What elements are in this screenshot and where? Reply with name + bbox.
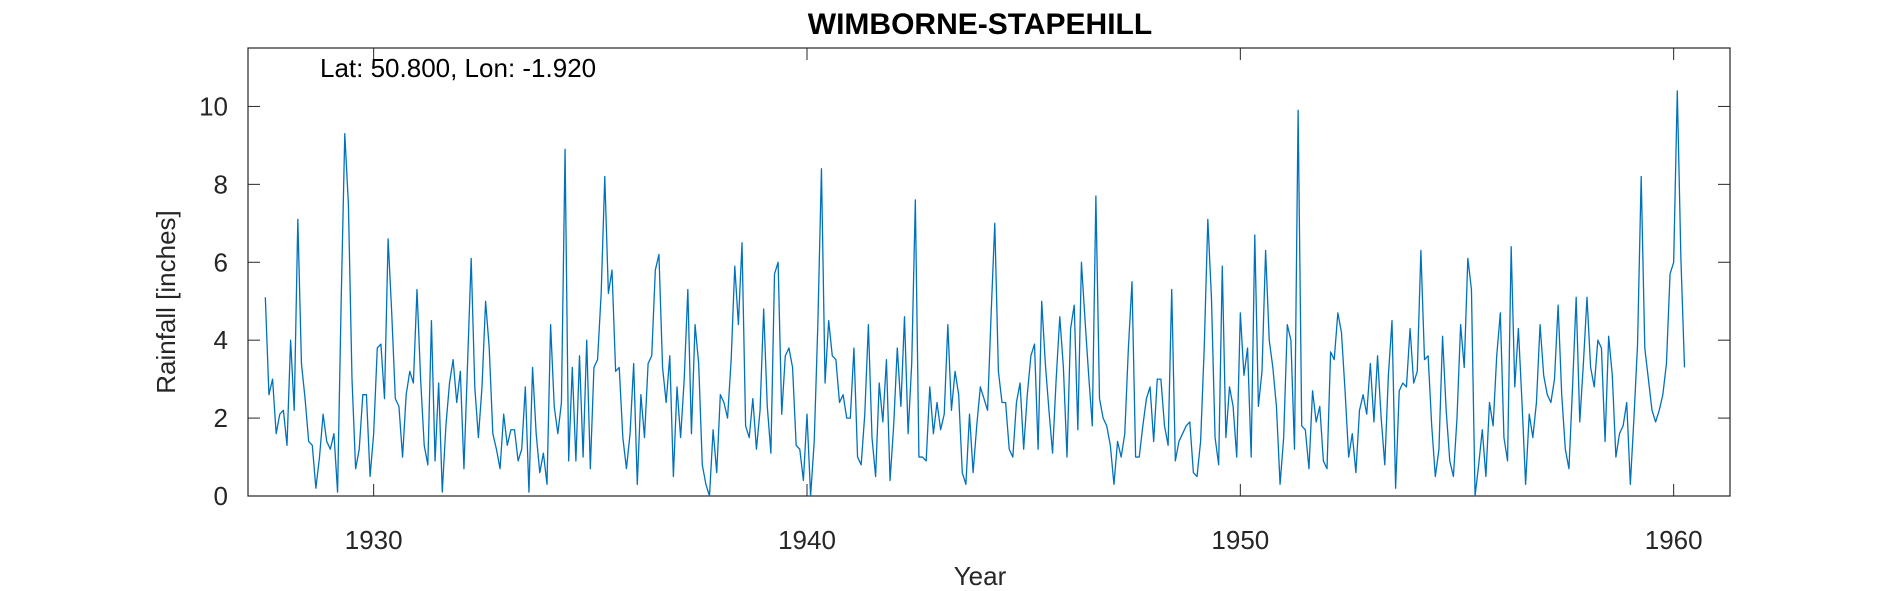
- plot-area: [264, 90, 1686, 497]
- x-axis-label: Year: [954, 561, 1007, 591]
- y-tick-label: 2: [214, 403, 228, 433]
- plot-frame: [247, 47, 1731, 497]
- location-annotation: Lat: 50.800, Lon: -1.920: [320, 53, 596, 83]
- y-tick-label: 4: [214, 325, 228, 355]
- x-tick-label: 1930: [345, 525, 403, 555]
- x-tick-label: 1940: [778, 525, 836, 555]
- chart-title: WIMBORNE-STAPEHILL: [808, 8, 1152, 41]
- y-tick-label: 8: [214, 169, 228, 199]
- y-tick-label: 6: [214, 247, 228, 277]
- x-tick-label: 1950: [1211, 525, 1269, 555]
- y-tick-label: 10: [199, 91, 228, 121]
- series-line: [264, 90, 1686, 497]
- axes: 0 2 4 6 8 10 1930 1940 1950 1960: [199, 47, 1731, 555]
- x-tick-label: 1960: [1645, 525, 1703, 555]
- y-tick-label: 0: [214, 481, 228, 511]
- y-axis-label: Rainfall [inches]: [151, 210, 181, 394]
